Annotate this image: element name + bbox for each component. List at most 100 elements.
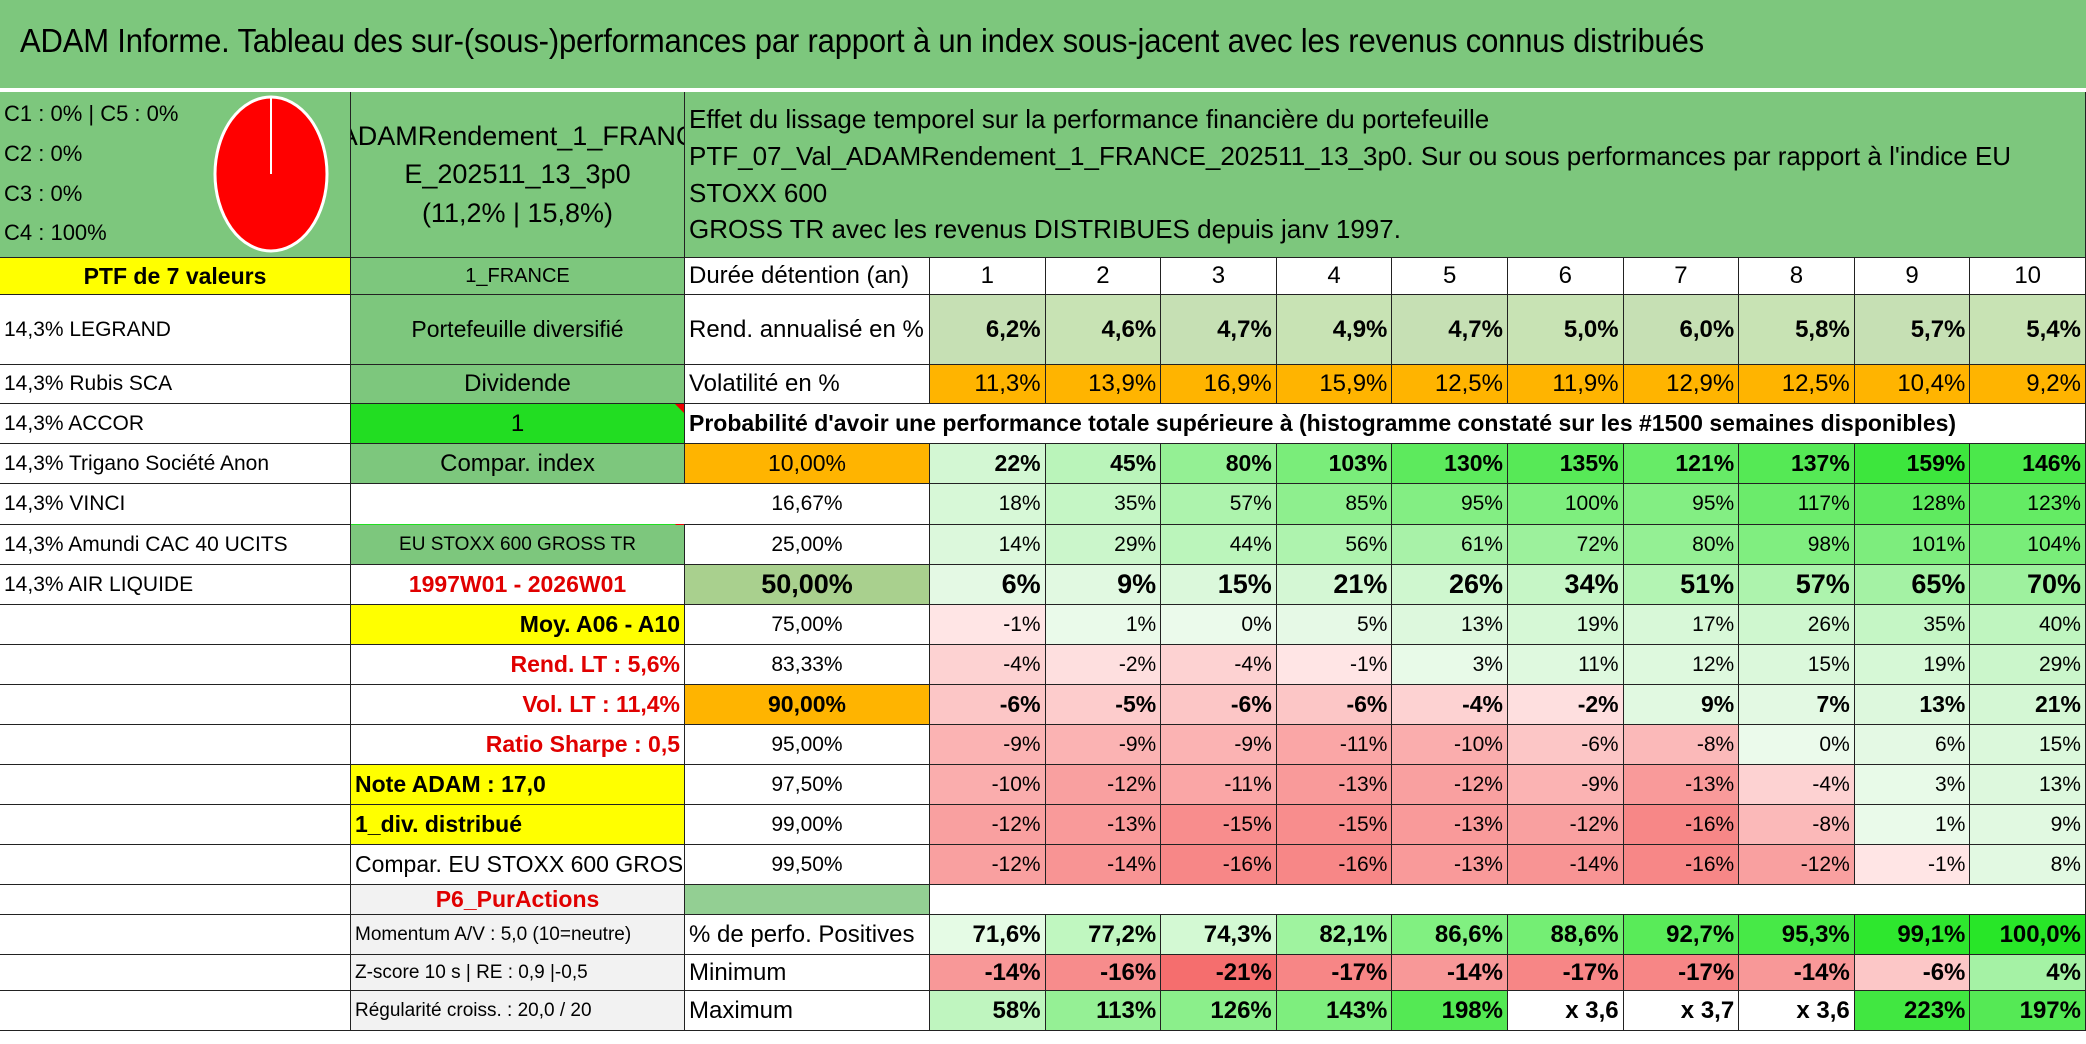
probability-value: -4% bbox=[1739, 765, 1855, 805]
probability-value: 40% bbox=[1970, 605, 2086, 645]
probability-value: -13% bbox=[1392, 805, 1508, 845]
probability-value: -13% bbox=[1045, 805, 1162, 845]
blank-cell bbox=[0, 991, 351, 1031]
probability-value: 57% bbox=[1739, 565, 1855, 605]
minimum-value: -17% bbox=[1508, 955, 1624, 991]
minimum-value: -17% bbox=[1623, 955, 1740, 991]
positives-value: 74,3% bbox=[1161, 915, 1277, 955]
probability-value: -9% bbox=[1161, 725, 1277, 765]
holding-12 bbox=[0, 765, 351, 805]
probability-value: 21% bbox=[1970, 685, 2086, 725]
probability-value: 135% bbox=[1508, 444, 1624, 484]
probability-threshold: 99,50% bbox=[685, 845, 930, 885]
probability-value: -9% bbox=[1045, 725, 1162, 765]
fund-name-line2: E_202511_13_3p0 bbox=[404, 159, 631, 190]
holding-8 bbox=[0, 605, 351, 645]
probability-label: Probabilité d'avoir une performance tota… bbox=[685, 404, 1975, 444]
probability-value: -8% bbox=[1739, 805, 1855, 845]
holding-9 bbox=[0, 645, 351, 685]
rend-value: 4,6% bbox=[1045, 295, 1162, 365]
probability-threshold: 90,00% bbox=[685, 685, 930, 725]
note-adam: Note ADAM : 17,0 bbox=[351, 765, 685, 805]
vol-value: 12,9% bbox=[1623, 365, 1740, 404]
year-header-10: 10 bbox=[1970, 258, 2086, 295]
probability-value: 15% bbox=[1970, 725, 2086, 765]
minimum-value: -14% bbox=[1739, 955, 1855, 991]
probability-value: 6% bbox=[1854, 725, 1971, 765]
probability-value: 98% bbox=[1739, 525, 1855, 565]
probability-value: -4% bbox=[930, 645, 1046, 685]
probability-value: 29% bbox=[1045, 525, 1162, 565]
rend-label: Rend. annualisé en % bbox=[685, 295, 930, 365]
vol-value: 9,2% bbox=[1970, 365, 2086, 404]
probability-value: 80% bbox=[1161, 444, 1277, 484]
holding-10 bbox=[0, 685, 351, 725]
probability-value: -12% bbox=[1508, 805, 1624, 845]
fund-name-line1: ADAMRendement_1_FRANC bbox=[351, 121, 685, 151]
positives-value: 88,6% bbox=[1508, 915, 1624, 955]
probability-value: 80% bbox=[1623, 525, 1740, 565]
rend-value: 4,7% bbox=[1392, 295, 1508, 365]
sharpe-label: Ratio Sharpe : 0,5 bbox=[351, 725, 685, 765]
year-header-3: 3 bbox=[1161, 258, 1277, 295]
portfolio-type: Portefeuille diversifié bbox=[351, 295, 685, 365]
div-label: 1_div. distribué bbox=[351, 805, 685, 845]
holding-5: 14,3% VINCI bbox=[0, 484, 351, 525]
probability-value: -14% bbox=[1045, 845, 1162, 885]
probability-value: -16% bbox=[1623, 845, 1740, 885]
probability-value: 29% bbox=[1970, 645, 2086, 685]
probability-threshold: 95,00% bbox=[685, 725, 930, 765]
probability-value: 61% bbox=[1392, 525, 1508, 565]
rend-value: 4,9% bbox=[1276, 295, 1393, 365]
positives-label: % de perfo. Positives bbox=[685, 915, 930, 955]
zscore-label: Z-score 10 s | RE : 0,9 |-0,5 bbox=[351, 955, 685, 991]
probability-value: -12% bbox=[930, 805, 1046, 845]
probability-threshold: 50,00% bbox=[685, 565, 930, 605]
probability-value: -16% bbox=[1161, 845, 1277, 885]
probability-value: -15% bbox=[1161, 805, 1277, 845]
probability-value: -8% bbox=[1623, 725, 1740, 765]
vol-value: 11,3% bbox=[930, 365, 1046, 404]
probability-value: -6% bbox=[1508, 725, 1624, 765]
probability-threshold: 75,00% bbox=[685, 605, 930, 645]
maximum-value: 58% bbox=[930, 991, 1046, 1031]
positives-value: 71,6% bbox=[930, 915, 1046, 955]
holding-6: 14,3% Amundi CAC 40 UCITS bbox=[0, 525, 351, 565]
probability-value: -1% bbox=[1854, 845, 1971, 885]
probability-value: -1% bbox=[1276, 645, 1393, 685]
blank-cell bbox=[0, 955, 351, 991]
probability-value: 17% bbox=[1623, 605, 1740, 645]
probability-value: -13% bbox=[1392, 845, 1508, 885]
maximum-value: x 3,7 bbox=[1623, 991, 1740, 1031]
vol-value: 12,5% bbox=[1739, 365, 1855, 404]
probability-value: 70% bbox=[1970, 565, 2086, 605]
year-header-2: 2 bbox=[1045, 258, 1162, 295]
probability-value: 35% bbox=[1045, 484, 1162, 525]
blank-cell bbox=[930, 885, 2086, 915]
probability-value: -11% bbox=[1276, 725, 1393, 765]
probability-threshold: 10,00% bbox=[685, 444, 930, 484]
vol-value: 16,9% bbox=[1161, 365, 1277, 404]
region-label: 1_FRANCE bbox=[351, 258, 685, 295]
positives-value: 92,7% bbox=[1623, 915, 1740, 955]
blank-green-cell bbox=[685, 885, 930, 915]
probability-value: -14% bbox=[1508, 845, 1624, 885]
probability-value: 45% bbox=[1045, 444, 1162, 484]
vol-value: 11,9% bbox=[1508, 365, 1624, 404]
class-c3: C3 : 0% bbox=[4, 180, 83, 206]
maximum-value: 197% bbox=[1970, 991, 2086, 1031]
probability-value: 65% bbox=[1854, 565, 1971, 605]
probability-value: 7% bbox=[1739, 685, 1855, 725]
duree-label: Durée détention (an) bbox=[685, 258, 930, 295]
probability-value: 95% bbox=[1623, 484, 1740, 525]
probability-value: 101% bbox=[1854, 525, 1971, 565]
probability-value: 13% bbox=[1392, 605, 1508, 645]
positives-value: 100,0% bbox=[1970, 915, 2086, 955]
holding-1: 14,3% LEGRAND bbox=[0, 295, 351, 365]
portfolio-count-header: PTF de 7 valeurs bbox=[0, 258, 351, 295]
probability-value: 159% bbox=[1854, 444, 1971, 484]
class-c2: C2 : 0% bbox=[4, 140, 83, 166]
probability-value: 104% bbox=[1970, 525, 2086, 565]
probability-value: 34% bbox=[1508, 565, 1624, 605]
